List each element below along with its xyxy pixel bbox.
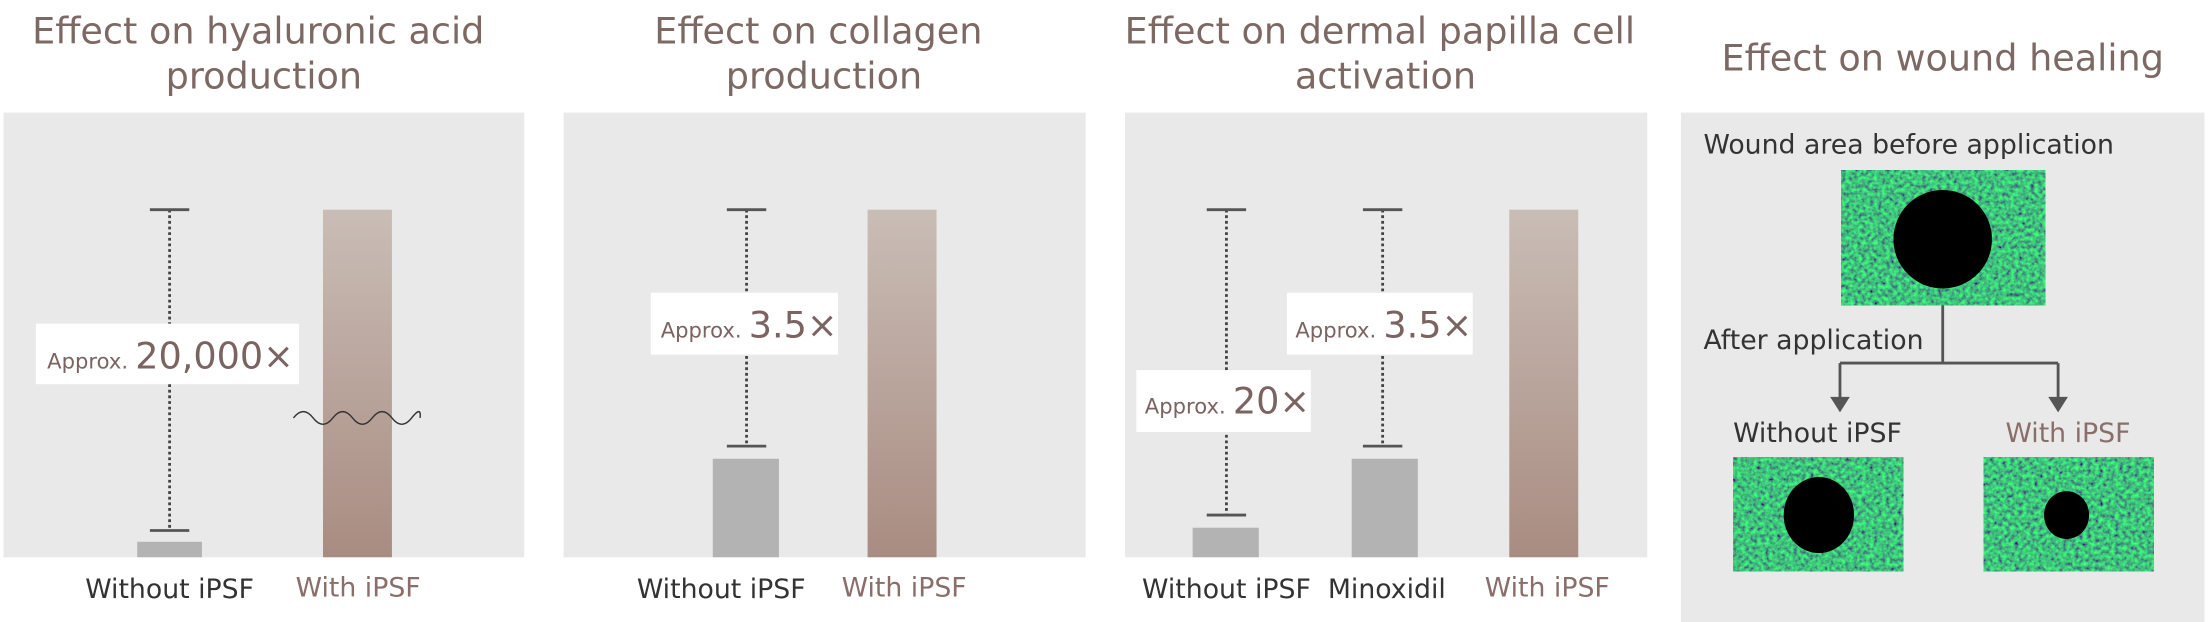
bar [1509, 209, 1579, 558]
panel-title: Effect on wound healing [1722, 36, 2164, 79]
panel-title: Effect on collagen [654, 10, 982, 53]
wound [2044, 491, 2090, 539]
annotation: Approx. 20,000× [47, 335, 294, 378]
wound [1893, 189, 1992, 289]
bar [322, 209, 392, 558]
bar [137, 541, 202, 558]
annotation-prefix: Approx. [1295, 318, 1376, 343]
panel-title: production [726, 55, 922, 98]
annotation-value: 20× [1233, 380, 1310, 423]
bar-label: Minoxidil [1328, 574, 1446, 605]
panel-title: production [166, 55, 362, 98]
bar-label: Without iPSF [1142, 574, 1311, 605]
annotation-box [650, 292, 839, 355]
panel-title: Effect on hyaluronic acid [32, 10, 484, 53]
break-mark [292, 410, 421, 425]
bar-label: Without iPSF [85, 574, 254, 605]
annotation-prefix: Approx. [661, 318, 742, 343]
annotation-prefix: Approx. [1145, 394, 1226, 419]
bar-label: With iPSF [842, 573, 967, 604]
bar-label: Without iPSF [637, 574, 806, 605]
annotation: Approx. 3.5× [661, 304, 838, 347]
annotation-box [1286, 292, 1473, 355]
bar [1192, 527, 1259, 558]
wound-image [1983, 457, 2154, 572]
after-label: After application [1703, 325, 1923, 356]
image-label: With iPSF [2005, 418, 2130, 449]
before-label: Wound area before application [1703, 129, 2113, 160]
annotation-prefix: Approx. [47, 349, 128, 374]
wound-image [1841, 170, 2046, 306]
bar-label: With iPSF [296, 573, 421, 604]
bar [867, 209, 937, 558]
annotation-box [35, 323, 300, 385]
annotation: Approx. 20× [1145, 380, 1310, 423]
wound [1783, 477, 1855, 554]
bar-label: With iPSF [1485, 573, 1610, 604]
panel-title: Effect on dermal papilla cell [1125, 10, 1635, 53]
connector [1838, 305, 2060, 400]
bar [1351, 458, 1418, 558]
bar [712, 458, 779, 558]
annotation-box [1136, 370, 1311, 433]
annotation-value: 20,000× [135, 335, 294, 378]
wound-image [1733, 457, 1904, 572]
annotation-value: 3.5× [1383, 304, 1472, 347]
annotation: Approx. 3.5× [1295, 304, 1472, 347]
image-label: Without iPSF [1733, 418, 1902, 449]
panel-title: activation [1295, 55, 1476, 98]
annotation-value: 3.5× [749, 304, 838, 347]
